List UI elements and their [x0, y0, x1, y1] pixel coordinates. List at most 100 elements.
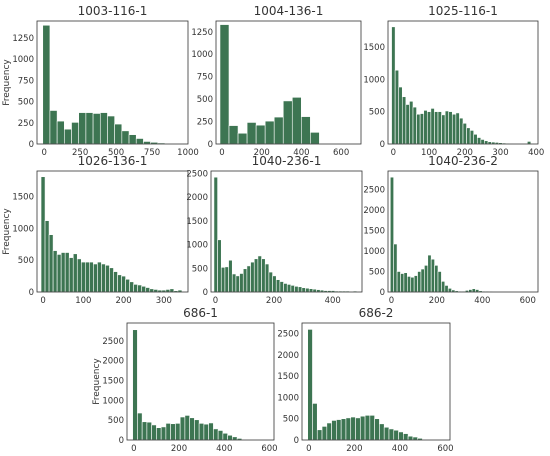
x-tick-label: 0	[306, 444, 311, 454]
histogram-bar	[369, 415, 375, 441]
histogram-bar	[451, 113, 457, 145]
histogram-bar	[246, 122, 257, 145]
histogram-bar	[437, 271, 442, 293]
x-tick-label: 300	[156, 296, 172, 306]
histogram-bar	[121, 130, 130, 145]
histogram-bar	[113, 271, 118, 293]
y-tick-label: 2000	[186, 193, 208, 203]
histogram-bar	[52, 250, 58, 293]
histogram-bar	[56, 254, 62, 293]
histogram-panel: 1003-116-1 0 250 500 750 1000 0 250 500 750 1000 12…	[2, 4, 199, 158]
histogram-bar	[264, 263, 270, 293]
histogram-bar	[85, 261, 90, 293]
x-tick-label: 0	[219, 148, 224, 158]
histogram-bar	[307, 329, 313, 441]
y-tick-label: 1000	[186, 241, 208, 251]
histogram-bar	[389, 176, 394, 293]
y-tick-label: 0	[29, 140, 34, 150]
y-tick-label: 500	[283, 415, 299, 425]
histogram-bar	[132, 329, 138, 441]
histogram-bar	[444, 110, 450, 145]
histogram-bar	[297, 286, 303, 293]
histogram-bar	[473, 133, 478, 145]
histogram-panel: 686-1 0 200 400 600 0 500 1000 1500 2000 2500 Frequ…	[92, 306, 278, 454]
y-axis-label: Frequency	[2, 208, 12, 255]
histogram-bar	[379, 423, 385, 441]
histogram-bar	[312, 288, 317, 293]
y-tick-label: 0	[380, 288, 385, 298]
histogram-bar	[145, 287, 151, 293]
histogram-bar	[121, 275, 126, 293]
x-tick-label: 200	[429, 296, 445, 306]
histogram-bar	[228, 259, 233, 293]
histogram-bar	[401, 96, 407, 145]
histogram-bar	[391, 26, 396, 145]
histogram-bar	[340, 418, 347, 441]
histogram-bar	[430, 108, 435, 145]
histogram-bar	[480, 139, 485, 145]
histogram-bar	[398, 431, 404, 441]
x-tick-label: 100	[421, 148, 437, 158]
histogram-bar	[237, 132, 248, 145]
y-tick-label: 2500	[186, 169, 208, 179]
y-tick-label: 1500	[277, 372, 299, 382]
histogram-bar	[228, 125, 239, 145]
histogram-bar	[169, 288, 175, 293]
histogram-bar	[92, 113, 101, 145]
histogram-panel: 1040-236-2 0 200 400 600 0 500 1000 1500 2000 2500	[363, 154, 539, 306]
histogram-bar	[160, 426, 167, 441]
histogram-bar	[355, 417, 361, 441]
histogram-bar	[469, 130, 475, 145]
histogram-bar	[89, 261, 94, 293]
panel-title: 1003-116-1	[78, 4, 148, 18]
histogram-bar	[441, 281, 446, 293]
x-tick-label: 1000	[177, 148, 199, 158]
histogram-bar	[407, 435, 414, 441]
histogram-bar	[448, 111, 453, 145]
histogram-bar	[194, 419, 200, 441]
y-tick-label: 500	[197, 95, 213, 105]
histogram-bar	[437, 111, 442, 145]
histogram-bar	[68, 257, 74, 293]
histogram-bar	[403, 433, 409, 441]
y-tick-label: 0	[203, 288, 208, 298]
y-tick-label: 2000	[363, 206, 385, 216]
y-tick-label: 0	[29, 288, 34, 298]
histogram-bar	[198, 423, 205, 441]
histogram-bar	[141, 285, 147, 293]
histogram-bar	[222, 432, 228, 441]
x-tick-label: 200	[171, 444, 187, 454]
histogram-bar	[128, 134, 137, 145]
histogram-bar	[151, 424, 157, 441]
histogram-bar	[407, 276, 412, 293]
histogram-bar	[257, 255, 262, 293]
histogram-bar	[64, 128, 72, 145]
y-axis-label: Frequency	[2, 59, 12, 106]
y-tick-label: 500	[18, 256, 34, 266]
histogram-bar	[255, 124, 266, 145]
x-tick-label: 0	[131, 444, 136, 454]
x-tick-label: 400	[293, 148, 309, 158]
histogram-bar	[466, 127, 471, 145]
y-tick-label: 500	[369, 108, 385, 118]
x-tick-label: 400	[474, 296, 490, 306]
histogram-bar	[423, 110, 428, 145]
y-tick-label: 2000	[277, 351, 299, 361]
histogram-bar	[219, 24, 230, 145]
histogram-bar	[272, 275, 277, 293]
histogram-bar	[275, 279, 281, 293]
y-tick-label: 1250	[12, 34, 34, 44]
histogram-bar	[71, 122, 80, 145]
histogram-bar	[424, 265, 429, 293]
panel-title: 686-1	[183, 306, 218, 320]
histogram-bar	[165, 423, 171, 441]
histogram-bar	[235, 275, 240, 293]
histogram-bar	[97, 261, 102, 293]
histogram-bar	[301, 116, 311, 145]
y-tick-label: 1500	[363, 43, 385, 53]
histogram-bar	[471, 288, 476, 293]
histogram-bar	[44, 220, 50, 293]
histogram-bar	[220, 267, 226, 293]
x-tick-label: 600	[333, 148, 349, 158]
y-tick-label: 500	[108, 416, 124, 426]
